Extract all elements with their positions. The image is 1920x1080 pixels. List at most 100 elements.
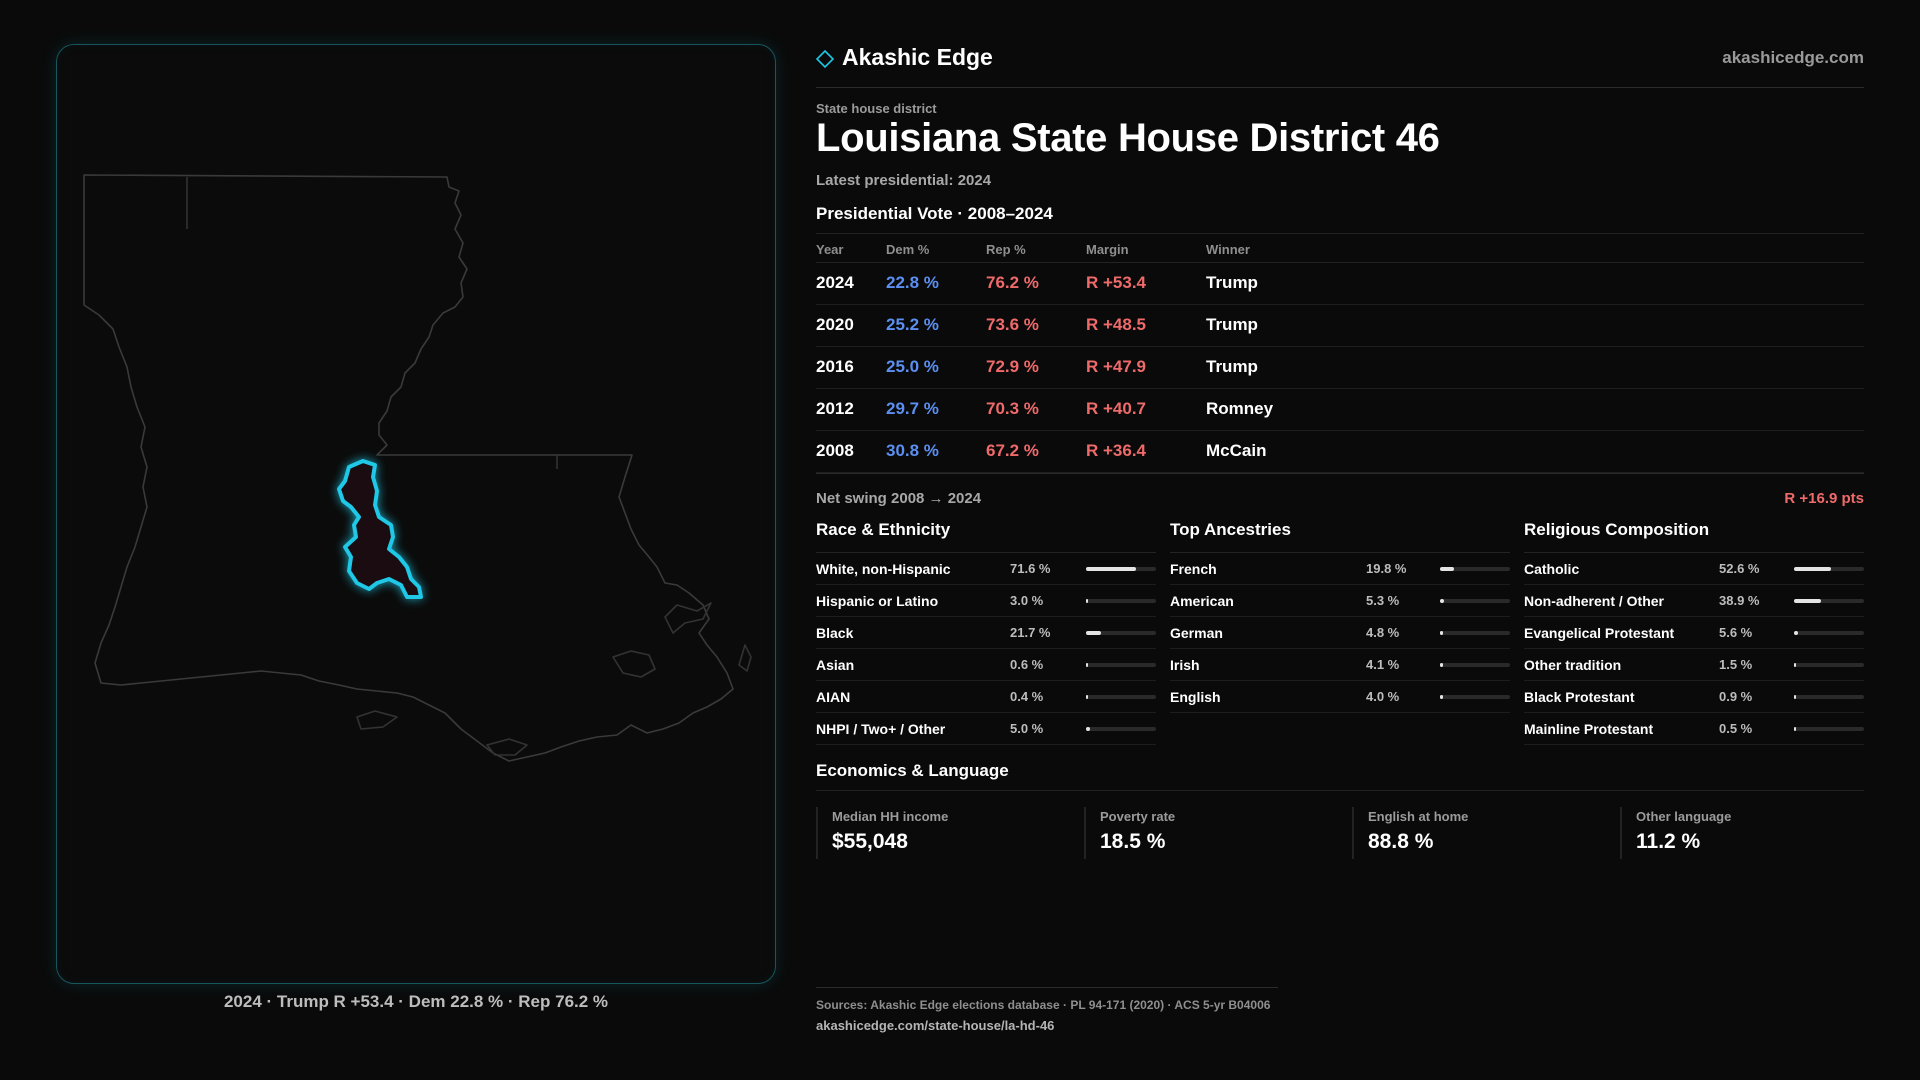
list-item: Evangelical Protestant 5.6 % (1524, 617, 1864, 649)
share-bar-fill (1794, 663, 1796, 667)
econ-card-value: 11.2 % (1636, 830, 1701, 853)
share-bar-track (1794, 631, 1864, 635)
net-swing-row: Net swing 2008 → 2024 R +16.9 pts (816, 473, 1864, 507)
econ-card-label: English at home (1368, 809, 1469, 824)
item-label: Black Protestant (1524, 689, 1635, 705)
dem-pct-cell: 25.0 % (886, 357, 939, 376)
econ-card-label: Median HH income (832, 809, 949, 824)
economics-heading: Economics & Language (816, 761, 1009, 780)
item-label: German (1170, 625, 1223, 641)
margin-cell: R +47.9 (1086, 357, 1147, 376)
column-header-rep: Rep % (986, 242, 1026, 257)
item-percent: 5.0 % (1010, 721, 1044, 736)
dem-pct-cell: 29.7 % (886, 399, 939, 418)
share-bar-track (1086, 695, 1156, 699)
item-label: Irish (1170, 657, 1200, 673)
econ-card-other-language: Other language 11.2 % (1620, 807, 1880, 859)
brand-url[interactable]: akashicedge.com (1722, 48, 1864, 67)
share-bar-fill (1440, 599, 1444, 603)
item-percent: 5.6 % (1719, 625, 1753, 640)
item-percent: 3.0 % (1010, 593, 1044, 608)
margin-cell: R +36.4 (1086, 441, 1147, 460)
share-bar-fill (1440, 695, 1443, 699)
item-label: Asian (816, 657, 855, 673)
page-title: Louisiana State House District 46 (816, 116, 1440, 160)
item-percent: 52.6 % (1719, 561, 1760, 576)
divider (816, 790, 1864, 791)
econ-card-median-income: Median HH income $55,048 (816, 807, 1076, 859)
share-bar-track (1440, 599, 1510, 603)
year-cell: 2012 (816, 399, 854, 418)
item-label: Evangelical Protestant (1524, 625, 1675, 641)
econ-card-label: Poverty rate (1100, 809, 1176, 824)
share-bar-fill (1086, 567, 1136, 571)
econ-card-poverty-rate: Poverty rate 18.5 % (1084, 807, 1344, 859)
brand-header: Akashic Edge akashicedge.com (816, 44, 1864, 88)
margin-cell: R +40.7 (1086, 399, 1147, 418)
sources-text: Sources: Akashic Edge elections database… (816, 998, 1271, 1012)
item-label: Non-adherent / Other (1524, 593, 1665, 609)
share-bar-fill (1794, 727, 1796, 731)
page-kicker: State house district (816, 101, 937, 116)
item-label: Catholic (1524, 561, 1580, 577)
source-url-link[interactable]: akashicedge.com/state-house/la-hd-46 (816, 1018, 1055, 1033)
list-item: NHPI / Two+ / Other 5.0 % (816, 713, 1156, 745)
share-bar-track (1440, 631, 1510, 635)
religion-list: Catholic 52.6 % Non-adherent / Other 38.9 %… (1524, 552, 1864, 745)
page-subtitle: Latest presidential: 2024 (816, 172, 992, 189)
ancestry-section: Top Ancestries French 19.8 % American 5.3 %… (1170, 520, 1510, 713)
column-header-winner: Winner (1206, 242, 1250, 257)
column-header-year: Year (816, 242, 844, 257)
ancestry-list: French 19.8 % American 5.3 % German 4.8 % Iris… (1170, 552, 1510, 713)
list-item: White, non-Hispanic 71.6 % (816, 553, 1156, 585)
list-item: AIAN 0.4 % (816, 681, 1156, 713)
share-bar-fill (1440, 663, 1443, 667)
list-item: French 19.8 % (1170, 553, 1510, 585)
list-item: Black 21.7 % (816, 617, 1156, 649)
sources-footer: Sources: Akashic Edge elections database… (816, 987, 1278, 1033)
item-label: Other tradition (1524, 657, 1622, 673)
rep-pct-cell: 72.9 % (986, 357, 1039, 376)
brand-name[interactable]: Akashic Edge (842, 44, 993, 70)
table-row: 2008 30.8 % 67.2 % R +36.4 McCain (816, 431, 1864, 473)
item-percent: 1.5 % (1719, 657, 1753, 672)
year-cell: 2016 (816, 357, 854, 376)
table-row: 2016 25.0 % 72.9 % R +47.9 Trump (816, 347, 1864, 389)
item-percent: 0.4 % (1010, 689, 1044, 704)
share-bar-fill (1794, 695, 1796, 699)
share-bar-track (1440, 663, 1510, 667)
map-caption: 2024 · Trump R +53.4 · Dem 22.8 % · Rep … (223, 992, 609, 1011)
share-bar-track (1794, 695, 1864, 699)
winner-cell: Trump (1206, 273, 1258, 292)
item-label: French (1170, 561, 1217, 577)
share-bar-track (1440, 567, 1510, 571)
district-46-highlight (337, 459, 423, 599)
column-header-dem: Dem % (886, 242, 930, 257)
diamond-logo-icon (816, 50, 834, 68)
column-header-margin: Margin (1086, 242, 1129, 257)
state-outline-louisiana (83, 174, 734, 762)
share-bar-fill (1086, 695, 1088, 699)
item-label: NHPI / Two+ / Other (816, 721, 946, 737)
list-item: Irish 4.1 % (1170, 649, 1510, 681)
item-label: Black (816, 625, 854, 641)
share-bar-track (1794, 663, 1864, 667)
list-item: Black Protestant 0.9 % (1524, 681, 1864, 713)
dem-pct-cell: 22.8 % (886, 273, 939, 292)
list-item: Non-adherent / Other 38.9 % (1524, 585, 1864, 617)
item-label: White, non-Hispanic (816, 561, 951, 577)
share-bar-track (1086, 599, 1156, 603)
item-percent: 4.8 % (1366, 625, 1400, 640)
margin-cell: R +53.4 (1086, 273, 1147, 292)
item-label: AIAN (816, 689, 851, 705)
share-bar-track (1086, 631, 1156, 635)
year-cell: 2008 (816, 441, 854, 460)
race-ethnicity-heading: Race & Ethnicity (816, 520, 951, 539)
table-row: 2024 22.8 % 76.2 % R +53.4 Trump (816, 263, 1864, 305)
year-cell: 2024 (816, 273, 854, 292)
item-label: Mainline Protestant (1524, 721, 1654, 737)
share-bar-fill (1794, 567, 1831, 571)
winner-cell: McCain (1206, 441, 1267, 460)
item-percent: 0.6 % (1010, 657, 1044, 672)
share-bar-fill (1086, 631, 1101, 635)
